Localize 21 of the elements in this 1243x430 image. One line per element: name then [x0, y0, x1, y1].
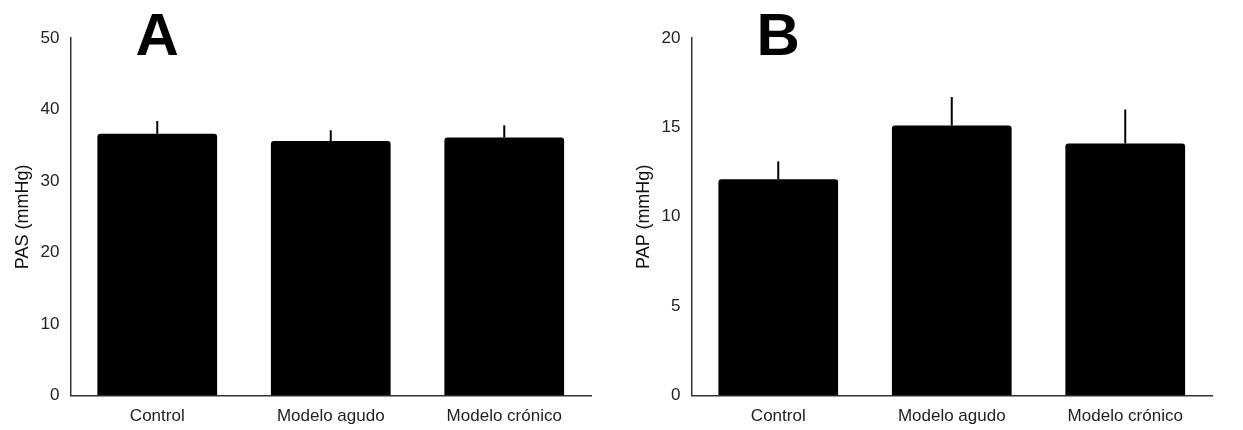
y-tick-label: 5: [671, 295, 681, 315]
y-tick-label: 10: [661, 206, 681, 226]
y-tick-label: 40: [40, 99, 60, 119]
y-tick-label: 0: [671, 385, 681, 405]
x-tick-label: Modelo agudo: [276, 406, 385, 426]
y-tick-label: 20: [661, 27, 681, 47]
y-tick-label: 0: [50, 385, 60, 405]
y-tick-label: 10: [40, 313, 60, 333]
chart-title: A: [135, 0, 179, 68]
y-axis-title: PAS (mmHg): [11, 164, 32, 270]
x-tick-label: Control: [129, 406, 185, 426]
x-tick-label: Modelo agudo: [897, 406, 1006, 426]
chart-title: B: [756, 0, 800, 68]
y-tick-label: 50: [40, 27, 60, 47]
y-tick-label: 30: [40, 170, 60, 190]
y-axis-title: PAP (mmHg): [632, 164, 653, 269]
x-tick-label: Modelo crónico: [446, 406, 562, 426]
x-tick-label: Modelo crónico: [1067, 406, 1183, 426]
y-tick-label: 20: [40, 242, 60, 262]
y-tick-label: 15: [661, 117, 681, 137]
x-tick-label: Control: [750, 406, 806, 426]
